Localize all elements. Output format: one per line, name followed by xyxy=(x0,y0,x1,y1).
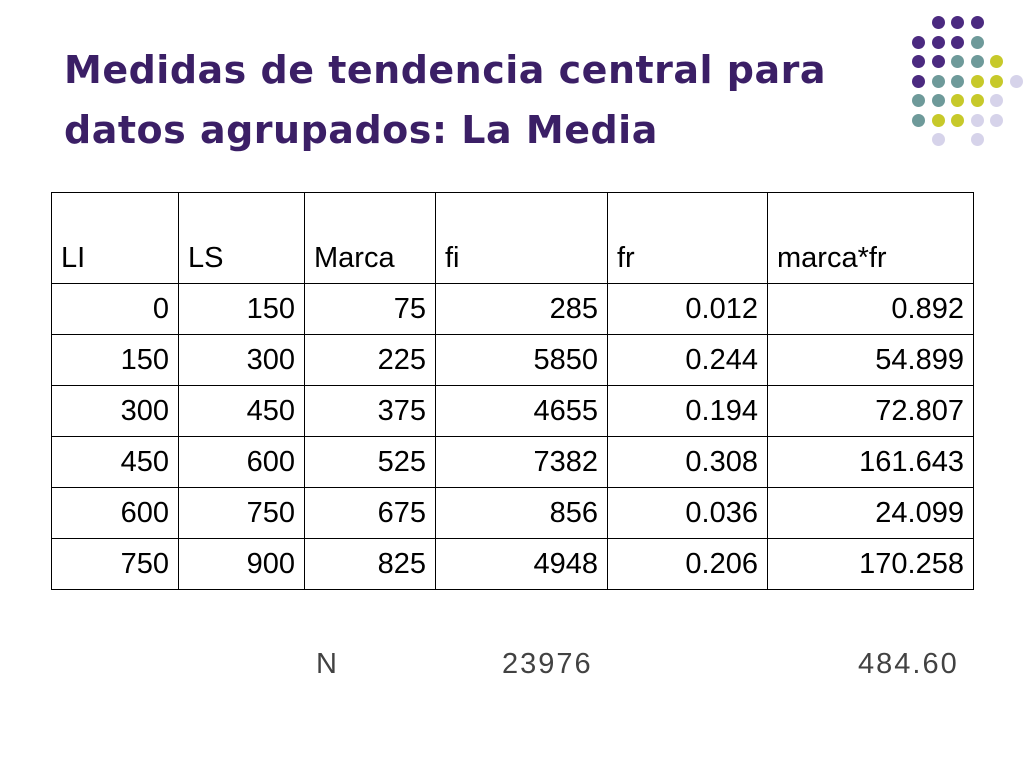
cell-ls: 450 xyxy=(178,385,305,437)
decorative-dot xyxy=(951,94,964,107)
cell-fi: 7382 xyxy=(435,436,608,488)
decorative-dot xyxy=(990,55,1003,68)
decorative-dot xyxy=(970,55,984,68)
cell-li: 300 xyxy=(51,385,179,437)
cell-fr: 0.194 xyxy=(607,385,768,437)
decorative-dot xyxy=(931,35,945,49)
decorative-dot xyxy=(1009,74,1023,88)
cell-marca: 75 xyxy=(304,283,436,335)
cell-li: 150 xyxy=(51,334,179,386)
cell-marca-fr: 72.807 xyxy=(767,385,974,437)
cell-ls: 150 xyxy=(178,283,305,335)
cell-fr: 0.036 xyxy=(607,487,768,539)
table-row: 300 450 375 4655 0.194 72.807 xyxy=(51,385,974,437)
cell-ls: 900 xyxy=(178,538,305,590)
decorative-dot xyxy=(990,113,1003,127)
cell-fr: 0.206 xyxy=(607,538,768,590)
column-header-marca-fr: marca*fr xyxy=(767,192,974,284)
cell-fi: 4948 xyxy=(435,538,608,590)
cell-marca: 525 xyxy=(304,436,436,488)
summary-mean-value: 484.60 xyxy=(858,648,959,680)
cell-marca-fr: 0.892 xyxy=(767,283,974,335)
decorative-dot xyxy=(951,74,964,88)
table-row: 150 300 225 5850 0.244 54.899 xyxy=(51,334,974,386)
cell-fi: 856 xyxy=(435,487,608,539)
column-header-li: LI xyxy=(51,192,179,284)
decorative-dot xyxy=(931,16,945,29)
table-header-row: LI LS Marca fi fr marca*fr xyxy=(51,192,974,284)
decorative-dot xyxy=(931,74,945,88)
summary-total-fi: 23976 xyxy=(502,648,593,680)
cell-marca: 825 xyxy=(304,538,436,590)
column-header-ls: LS xyxy=(178,192,305,284)
decorative-dot xyxy=(912,35,925,49)
cell-fr: 0.244 xyxy=(607,334,768,386)
decorative-dot xyxy=(970,113,984,127)
frequency-table: LI LS Marca fi fr marca*fr 0 150 75 285 … xyxy=(51,192,974,590)
decorative-dot xyxy=(951,16,964,29)
decorative-dot xyxy=(931,133,945,146)
decorative-dot xyxy=(931,113,945,127)
cell-ls: 750 xyxy=(178,487,305,539)
decorative-dot xyxy=(990,74,1003,88)
decorative-dot xyxy=(970,16,984,29)
decorative-dot xyxy=(951,113,964,127)
cell-ls: 600 xyxy=(178,436,305,488)
cell-fr: 0.012 xyxy=(607,283,768,335)
decorative-dot xyxy=(990,94,1003,107)
cell-marca: 225 xyxy=(304,334,436,386)
decorative-dot xyxy=(931,94,945,107)
decorative-dot xyxy=(951,55,964,68)
cell-li: 0 xyxy=(51,283,179,335)
cell-marca-fr: 161.643 xyxy=(767,436,974,488)
decorative-dot xyxy=(912,113,925,127)
decorative-dot xyxy=(970,35,984,49)
decorative-dot xyxy=(912,94,925,107)
slide-title-line-1: Medidas de tendencia central para xyxy=(64,48,827,92)
slide-title-line-2: datos agrupados: La Media xyxy=(64,108,658,152)
summary-n-label: N xyxy=(316,648,339,680)
cell-ls: 300 xyxy=(178,334,305,386)
cell-marca-fr: 24.099 xyxy=(767,487,974,539)
table-row: 450 600 525 7382 0.308 161.643 xyxy=(51,436,974,488)
cell-marca: 675 xyxy=(304,487,436,539)
cell-marca: 375 xyxy=(304,385,436,437)
decorative-dot xyxy=(931,55,945,68)
decorative-dot xyxy=(951,35,964,49)
decorative-dot xyxy=(970,133,984,146)
decorative-dot xyxy=(912,55,925,68)
decorative-dot xyxy=(970,74,984,88)
column-header-marca: Marca xyxy=(304,192,436,284)
table-row: 750 900 825 4948 0.206 170.258 xyxy=(51,538,974,590)
column-header-fi: fi xyxy=(435,192,608,284)
decorative-dot xyxy=(970,94,984,107)
cell-li: 600 xyxy=(51,487,179,539)
decorative-dot xyxy=(912,74,925,88)
cell-marca-fr: 54.899 xyxy=(767,334,974,386)
cell-marca-fr: 170.258 xyxy=(767,538,974,590)
cell-fi: 4655 xyxy=(435,385,608,437)
cell-fi: 5850 xyxy=(435,334,608,386)
cell-li: 750 xyxy=(51,538,179,590)
decorative-dot-grid xyxy=(912,16,1023,166)
cell-li: 450 xyxy=(51,436,179,488)
cell-fi: 285 xyxy=(435,283,608,335)
table-row: 600 750 675 856 0.036 24.099 xyxy=(51,487,974,539)
slide-title: Medidas de tendencia central para datos … xyxy=(64,40,904,160)
cell-fr: 0.308 xyxy=(607,436,768,488)
table-row: 0 150 75 285 0.012 0.892 xyxy=(51,283,974,335)
column-header-fr: fr xyxy=(607,192,768,284)
